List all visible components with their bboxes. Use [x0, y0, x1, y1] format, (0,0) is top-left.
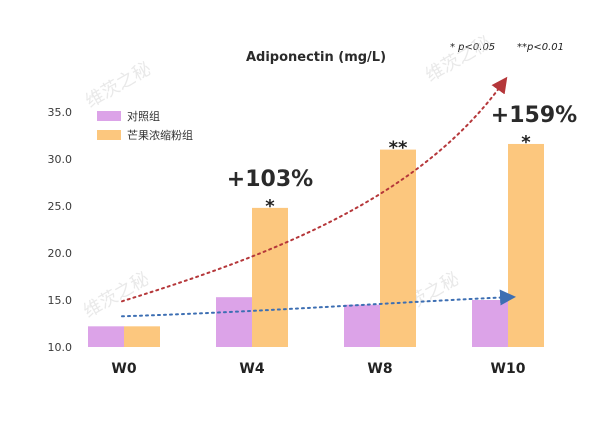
significance-marker: *	[521, 132, 531, 153]
bar-control-w8	[344, 304, 380, 347]
legend-swatch-mango	[97, 130, 121, 140]
x-category-label: W4	[239, 361, 264, 377]
trend-arrows	[121, 76, 516, 318]
bar-control-w0	[88, 326, 124, 347]
percent-increase-label: +103%	[227, 167, 313, 192]
significance-note-p01: **p<0.01	[517, 42, 564, 53]
y-tick-label: 30.0	[48, 153, 73, 166]
y-tick-label: 25.0	[48, 200, 73, 213]
legend-label-mango: 芒果浓缩粉组	[127, 128, 193, 142]
bar-control-w10	[472, 300, 508, 347]
y-tick-label: 15.0	[48, 294, 73, 307]
treatment-trend-arrow	[121, 76, 508, 303]
bar-control-w4	[216, 297, 252, 347]
legend-label-control: 对照组	[127, 109, 160, 123]
significance-marker: **	[389, 138, 408, 159]
significance-note-p05: * p<0.05	[450, 42, 495, 53]
x-category-label: W0	[111, 361, 136, 377]
bars	[88, 143, 544, 347]
bar-mango-w10	[508, 143, 544, 347]
y-axis-ticks: 10.0 15.0 20.0 25.0 30.0 35.0	[48, 106, 73, 354]
legend-swatch-control	[97, 111, 121, 121]
y-tick-label: 10.0	[48, 341, 73, 354]
legend: 对照组 芒果浓缩粉组	[97, 109, 193, 142]
significance-marker: *	[265, 196, 275, 217]
control-trend-arrow	[121, 289, 516, 318]
y-tick-label: 20.0	[48, 247, 73, 260]
bar-mango-w8	[380, 149, 416, 347]
watermark-text: 维茨之秘	[422, 32, 495, 86]
chart-title: Adiponectin (mg/L)	[246, 50, 386, 65]
y-tick-label: 35.0	[48, 106, 73, 119]
x-category-label: W10	[491, 361, 526, 377]
bar-mango-w4	[252, 207, 288, 347]
watermark-text: 维茨之秘	[82, 58, 155, 112]
x-axis-categories: W0 W4 W8 W10	[111, 361, 525, 377]
percent-increase-label: +159%	[491, 103, 577, 128]
bar-annotations: *** *+103%+159%	[227, 103, 577, 217]
bar-mango-w0	[124, 326, 160, 347]
x-category-label: W8	[367, 361, 392, 377]
